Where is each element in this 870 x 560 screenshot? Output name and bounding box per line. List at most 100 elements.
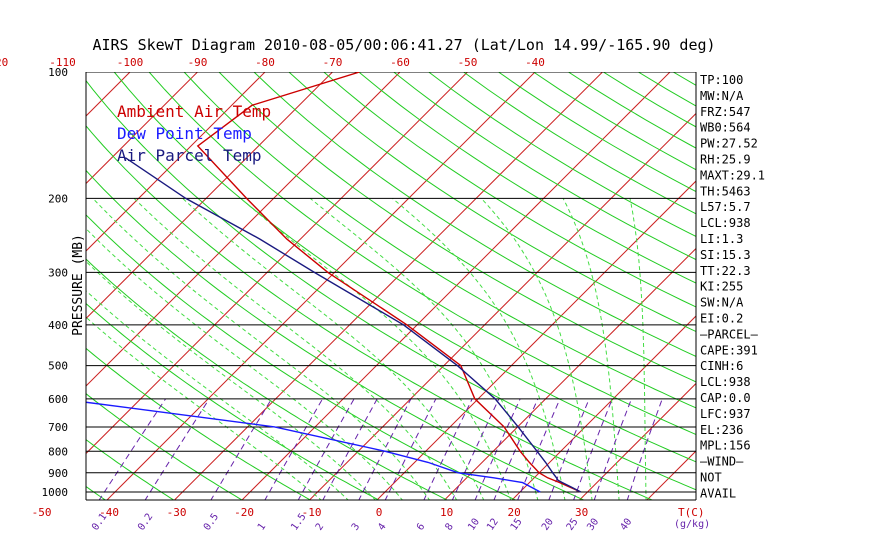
mixing-ratio-line [264,398,324,500]
pressure-tick-label: 600 [48,393,68,406]
dry-adiabat-line [86,214,517,500]
isotherm-line [86,72,266,252]
mixing-ratio-tick-label: 6 [415,521,427,532]
moist-adiabat-line [309,198,539,500]
stability-index-item: TT:22.3 [700,264,751,278]
stability-index-item: MPL:156 [700,439,751,453]
isotherm-line [86,72,468,455]
chart-title: AIRS SkewT Diagram 2010-08-05/00:06:41.2… [92,36,715,54]
mixing-ratio-line [144,398,210,500]
isotherm-line [241,72,671,500]
top-temp-tick-label: -80 [255,56,275,69]
dry-adiabat-line [463,72,696,215]
legend-entry: Air Parcel Temp [117,146,262,165]
ambient-temp-line [196,72,582,493]
bottom-temp-tick-label: 20 [507,506,520,519]
mixing-ratio-line [493,398,539,500]
dry-adiabat-line [288,72,696,333]
dry-adiabat-line [218,72,696,383]
top-temp-tick-label: -40 [525,56,545,69]
stability-index-item: CAPE:391 [700,343,758,357]
bottom-temp-tick-label: -20 [234,506,254,519]
top-temp-tick-label: -70 [323,56,343,69]
dry-adiabat-line [148,72,696,436]
mixing-ratio-tick-label: 1 [256,521,268,532]
stability-index-item: L57:5.7 [700,200,751,214]
mixing-ratio-line [210,398,273,500]
moist-adiabat-line [92,198,431,500]
moist-adiabat-line [480,198,593,500]
bottom-temp-tick-label: 10 [440,506,453,519]
mixing-ratio-unit-label: (g/kg) [674,519,710,530]
skewt-grid [0,72,696,501]
pressure-tick-label: 700 [48,421,68,434]
isotherm-line [511,315,696,500]
isotherm-line [578,382,696,500]
stability-index-item: LFC:937 [700,407,751,421]
stability-index-item: KI:255 [700,280,743,294]
moist-adiabat-line [629,198,647,500]
bottom-temp-tick-label: -50 [32,506,52,519]
dry-adiabat-line [86,393,244,500]
legend-entry: Ambient Air Temp [117,102,271,121]
legend: Ambient Air Temp Dew Point Temp Air Parcel… [117,102,271,165]
top-temp-tick-label: -60 [390,56,410,69]
pressure-tick-label: 800 [48,445,68,458]
isotherm-line [308,112,696,500]
dry-adiabat-line [86,125,654,500]
sounding-series [86,72,582,493]
dry-adiabat-line [0,72,38,501]
mixing-ratio-line [297,398,355,500]
dry-adiabat-line [393,72,696,261]
mixing-ratio-tick-label: 20 [540,517,556,533]
stability-index-item: AVAIL [700,486,736,500]
isotherm-line [376,180,696,500]
stability-index-item: CAP:0.0 [700,391,751,405]
moist-adiabat-line [133,198,458,500]
pressure-tick-label: 900 [48,467,68,480]
isotherm-line [86,72,198,185]
dry-adiabat-line [86,347,312,500]
stability-index-item: CINH:6 [700,359,743,373]
mixing-ratio-tick-label: 4 [376,521,388,532]
moist-adiabat-line [86,260,376,500]
dry-adiabat-line [358,72,696,284]
isotherm-line [86,72,131,117]
pressure-tick-label: 100 [48,66,68,79]
stability-index-item: LCL:938 [700,216,751,230]
bottom-temp-tick-label: -40 [99,506,119,519]
stability-index-item: SW:N/A [700,296,744,310]
mixing-ratio-tick-label: 12 [485,517,501,533]
stability-index-item: —PARCEL— [700,327,759,341]
stability-indices: TP:100 MW:N/A FRZ:547 WB0:564 PW:27.52 RH:25.… [700,73,765,500]
y-axis-label: PRESSURE (MB) [71,234,86,336]
moist-adiabat-line [86,290,349,500]
top-temp-tick-label: -110 [49,56,76,69]
dry-adiabat-line [86,258,449,500]
stability-index-item: MAXT:29.1 [700,168,765,182]
dry-adiabat-line [253,72,696,357]
bottom-temp-tick-label: 30 [575,506,588,519]
dry-adiabat-line [113,72,696,463]
stability-index-item: —WIND— [700,455,744,469]
top-temp-tick-label: -120 [0,56,8,69]
mixing-ratio-tick-label: 0.5 [202,512,221,533]
mixing-ratio-tick-label: 0.2 [136,512,155,533]
stability-index-item: EI:0.2 [700,312,743,326]
dewpoint-temp-line [86,401,541,493]
parcel-temp-line [124,157,582,493]
mixing-ratio-line [358,398,412,500]
dry-adiabat-line [86,169,585,500]
top-temp-tick-label: -90 [188,56,208,69]
isotherm-line [443,247,696,500]
pressure-tick-label: 1000 [42,486,69,499]
mixing-ratio-tick-label: 10 [466,517,482,533]
moist-adiabat-line [86,316,322,500]
mixing-ratio-line [98,398,167,500]
mixing-ratio-line [474,398,521,500]
mixing-ratio-tick-label: 8 [443,521,455,532]
moist-adiabat-line [562,198,620,500]
pressure-tick-label: 500 [48,360,68,373]
isotherm-line [0,72,63,501]
stability-index-item: FRZ:547 [700,105,751,119]
